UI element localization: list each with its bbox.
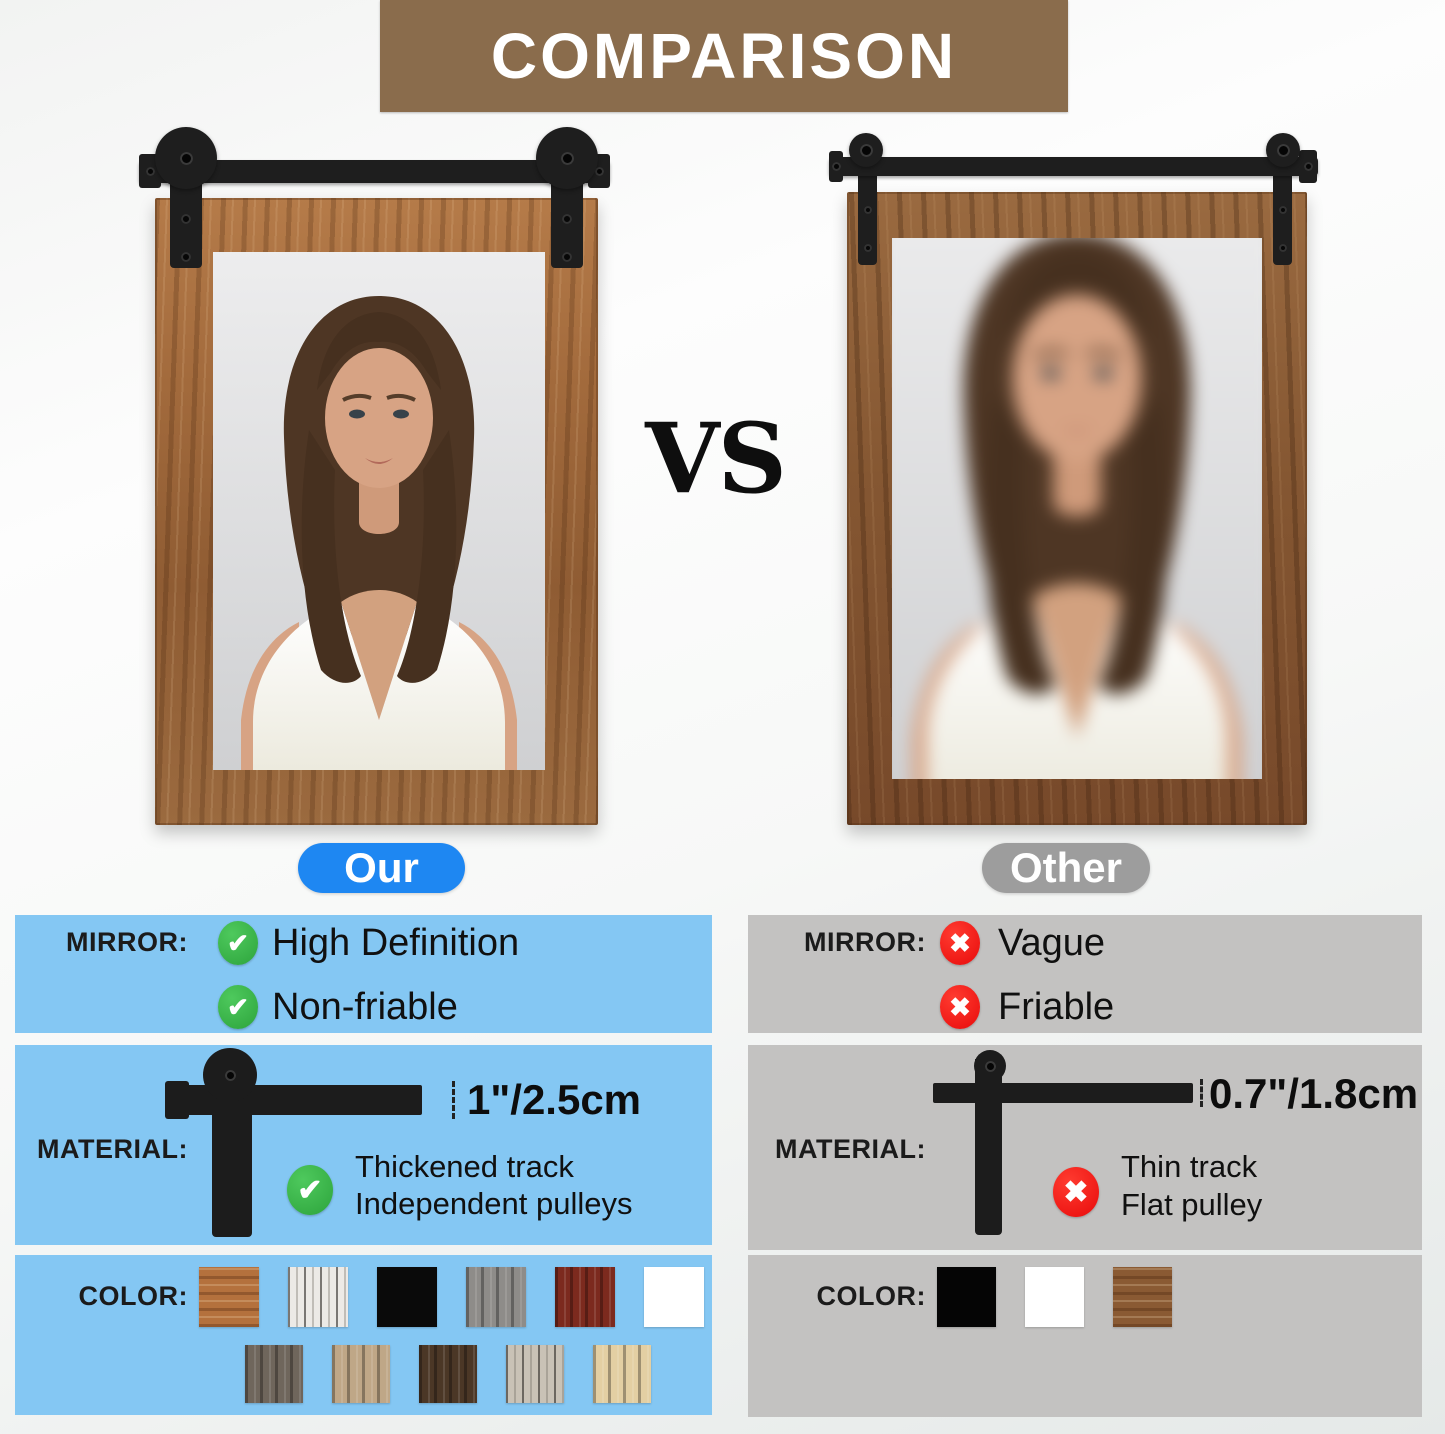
woman-photo-blurry [892,238,1262,779]
color-swatch-dark-walnut-wood [419,1345,477,1403]
mirror-label: MIRROR: [804,927,926,957]
thickness-measure-line [1200,1079,1203,1107]
color-label: COLOR: [78,1281,188,1311]
other-pill-label: Other [1009,844,1122,891]
barn-door-strap-thin [1273,160,1292,265]
color-swatch-weathered-gray-wood [245,1345,303,1403]
material-feature-2: Independent pulleys [355,1186,633,1221]
track-pulley-wheel [203,1048,257,1102]
check-icon: ✔ [287,1165,333,1215]
our-mirror-glass [213,252,545,770]
color-swatch-black [937,1267,996,1327]
rail-endcap [1299,150,1317,183]
feature-text: Vague [998,922,1106,964]
pulley-wheel [155,127,217,189]
pulley-wheel-flat [849,133,883,167]
other-color-panel: COLOR: [748,1255,1422,1417]
other-mirror-panel: MIRROR: ✖ Vague ✖ Friable [748,915,1422,1033]
material-feature-2: Flat pulley [1121,1187,1263,1222]
color-swatch-driftwood-brown-wood [332,1345,390,1403]
our-material-panel: MATERIAL: 1"/2.5cm ✔ Thickened track Ind… [15,1045,712,1245]
check-icon: ✔ [218,985,258,1029]
our-color-panel: COLOR: [15,1255,712,1415]
material-feature-1: Thickened track [355,1149,574,1184]
other-mirror-frame [847,192,1307,825]
other-mirror-glass [892,238,1262,779]
color-swatch-row-1 [199,1267,704,1327]
other-material-panel: MATERIAL: 0.7"/1.8cm ✖ Thin track Flat p… [748,1045,1422,1250]
track-pulley-flat [974,1050,1006,1082]
our-pill: Our [298,843,465,893]
color-swatch-whitewash-wood [288,1267,348,1327]
track-endplate [165,1081,189,1119]
feature-text: Friable [998,986,1115,1028]
color-swatch-white [1025,1267,1084,1327]
material-label: MATERIAL: [37,1134,188,1164]
material-label: MATERIAL: [775,1134,926,1164]
color-swatch-white [644,1267,704,1327]
track-strap-thin [975,1059,1002,1235]
mirror-label: MIRROR: [66,927,188,957]
color-swatch-rustic-brown-wood [199,1267,259,1327]
feature-text: Non-friable [272,986,458,1028]
thickness-value: 1"/2.5cm [467,1076,642,1123]
pulley-wheel [536,127,598,189]
cross-icon: ✖ [1053,1167,1099,1217]
cross-icon: ✖ [940,985,980,1029]
feature-text: High Definition [272,922,520,964]
check-icon: ✔ [218,921,258,965]
pulley-wheel-flat [1266,133,1300,167]
color-swatch-natural-pine-wood [593,1345,651,1403]
our-mirror-panel: MIRROR: ✔ High Definition ✔ Non-friable [15,915,712,1033]
color-swatch-row-2 [245,1345,651,1403]
color-swatch-black [377,1267,437,1327]
color-swatch-brown-wood [1113,1267,1172,1327]
barn-door-strap-thin [858,160,877,265]
other-pill: Other [982,843,1150,893]
banner-title: COMPARISON [490,20,958,92]
our-mirror-image [115,127,635,847]
vs-label: VS [645,402,787,515]
color-label: COLOR: [816,1281,926,1311]
barn-door-rail-thin [829,157,1318,176]
rail-endcap [829,151,843,182]
color-swatch-gray-wood [466,1267,526,1327]
cross-icon: ✖ [940,921,980,965]
our-pill-label: Our [344,844,419,891]
woman-photo-clear [213,252,545,770]
barn-door-rail [139,160,610,183]
material-feature-1: Thin track [1121,1149,1258,1184]
other-mirror-image [829,133,1329,847]
our-mirror-frame [155,198,598,825]
thickness-measure-line [452,1081,455,1119]
thickness-value: 0.7"/1.8cm [1209,1070,1419,1117]
color-swatch-row [937,1267,1172,1327]
color-swatch-red-mahogany [555,1267,615,1327]
color-swatch-whitewash-gray-wood [506,1345,564,1403]
track-bar-thin [933,1083,1193,1103]
comparison-banner: COMPARISON [380,0,1068,112]
